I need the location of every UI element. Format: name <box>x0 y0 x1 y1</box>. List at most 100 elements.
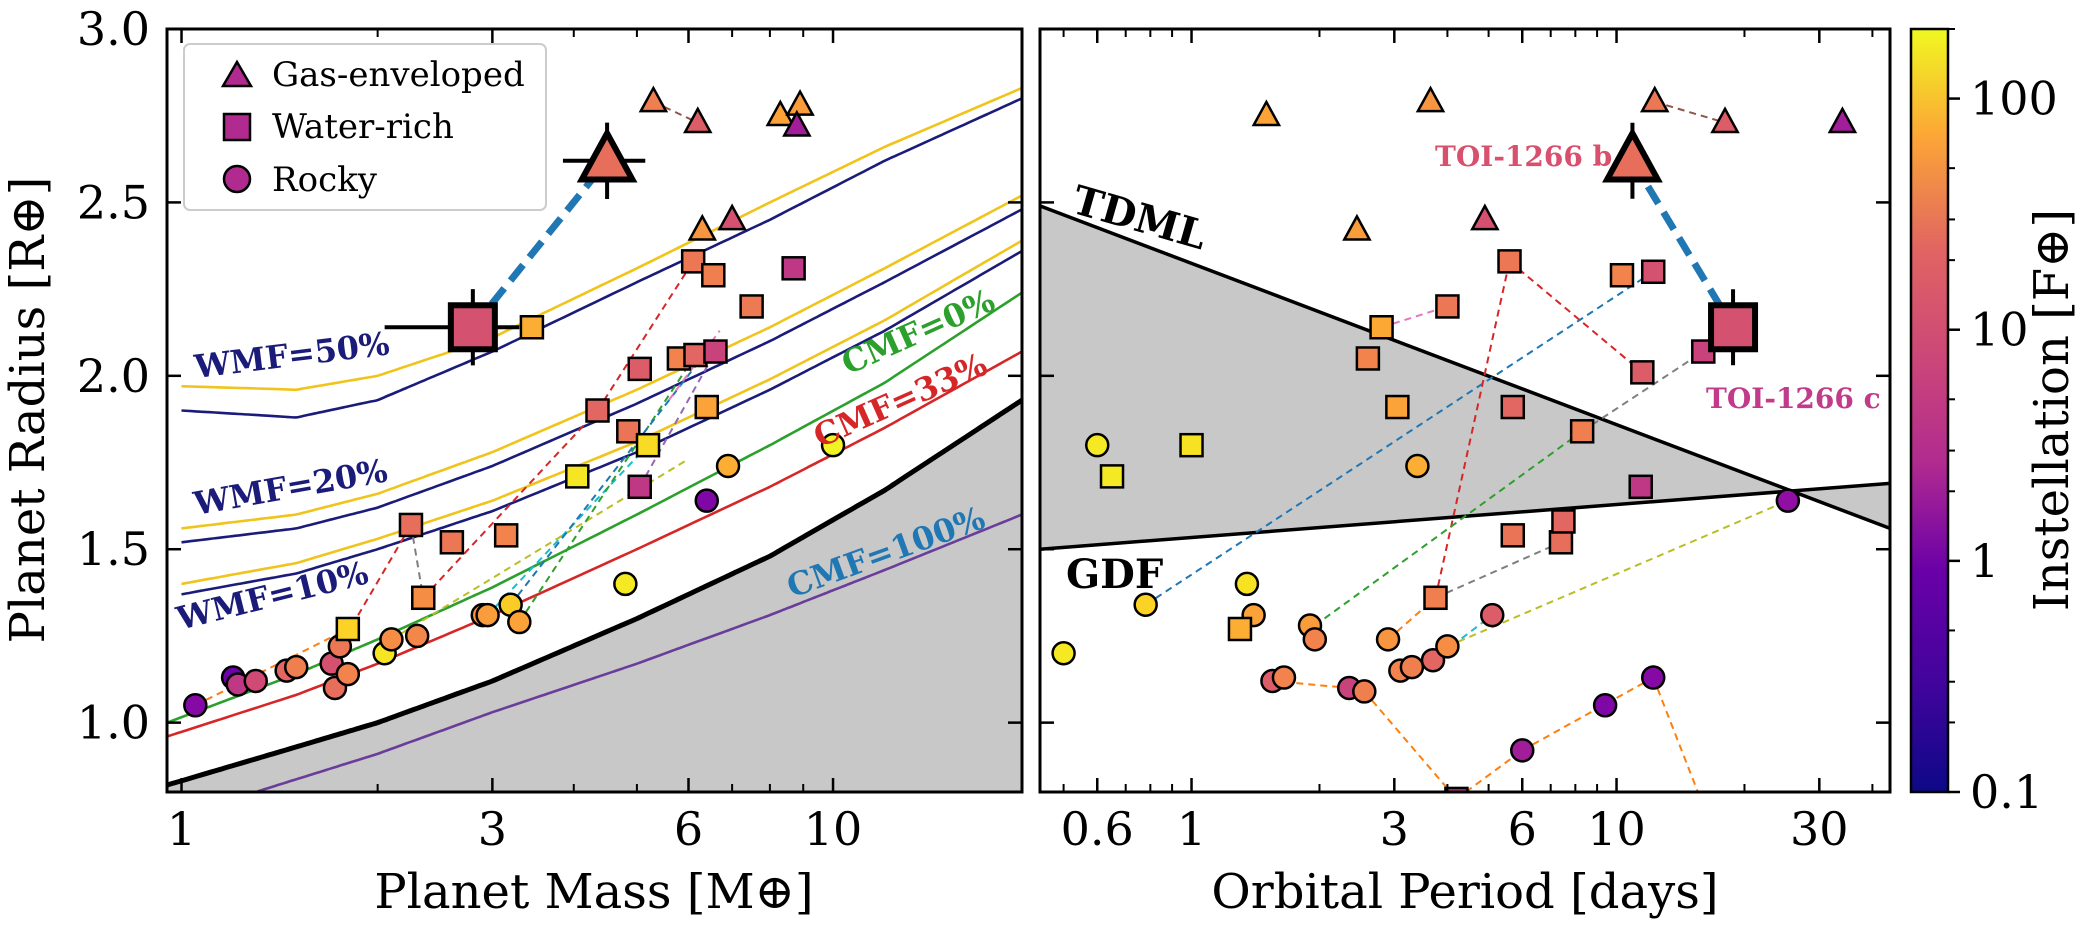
rocky-planet-point <box>613 571 638 597</box>
pair-link <box>1435 541 1562 599</box>
water-rich-planet-point <box>1628 474 1653 500</box>
colorbar: 100 10 1 0.1 Instellation [F⊕] <box>1909 27 2080 819</box>
pair-link <box>1521 676 1654 752</box>
gas-enveloped-planet-point <box>1415 85 1446 113</box>
colorbar-tick-label: 10 <box>1970 303 2029 357</box>
rocky-planet-point <box>379 627 404 652</box>
right-x-axis-label: Orbital Period [days] <box>1211 864 1718 920</box>
left-toi-highlight <box>384 122 646 366</box>
toi-1266-link <box>470 158 610 330</box>
toi-1266-b-point <box>1602 127 1663 183</box>
water-rich-planet-point <box>739 294 764 319</box>
water-rich-planet-point <box>411 585 436 611</box>
gas-enveloped-planet-point <box>638 85 669 113</box>
x-tick-label: 30 <box>1790 802 1849 856</box>
water-rich-planet-point <box>616 419 641 444</box>
gas-enveloped-planet-point <box>1342 213 1372 241</box>
x-tick-label: 6 <box>674 802 703 856</box>
gas-enveloped-planet-point <box>782 109 812 137</box>
curve-label-wmf50: WMF=50% <box>191 324 391 386</box>
pair-link <box>1508 260 1643 374</box>
pair-link <box>1654 100 1726 124</box>
water-rich-planet-point <box>1355 346 1381 371</box>
gas-enveloped-planet-point <box>1827 106 1858 134</box>
legend-triangle-marker <box>220 59 254 88</box>
curve-wmf-20-alt <box>181 194 1022 530</box>
colorbar-tick-label: 100 <box>1970 72 2058 126</box>
curve-wmf-10 <box>181 249 1022 596</box>
toi-1266-c-point <box>1708 302 1759 353</box>
rocky-planet-point <box>820 432 846 458</box>
x-tick-label: 6 <box>1508 802 1537 856</box>
gas-enveloped-planet-point <box>683 106 713 134</box>
x-tick-label: 0.6 <box>1061 802 1134 856</box>
pair-link <box>1434 261 1511 598</box>
curve-wmf-50-alt <box>181 86 1022 392</box>
legend-box <box>183 43 547 211</box>
water-rich-planet-point <box>493 523 519 548</box>
gas-enveloped-planet-point <box>785 88 815 116</box>
pair-link <box>652 100 699 124</box>
rocky-planet-point <box>1234 571 1260 597</box>
rocky-planet-point <box>335 661 361 687</box>
rocky-planet-point <box>1399 654 1425 680</box>
rocky-planet-point <box>283 654 309 680</box>
rocky-planet-point <box>1640 665 1666 690</box>
water-rich-planet-point <box>1500 394 1526 420</box>
water-rich-planet-point <box>335 616 361 642</box>
right-panel-period-radius: 0.6 1 3 6 10 30 TDML GDF TOI-1266 b TOI-1266 … <box>1038 27 1892 920</box>
water-rich-planet-point <box>1435 294 1460 319</box>
water-rich-planet-point <box>1548 530 1574 555</box>
curve-cmf-33 <box>167 350 1022 738</box>
curve-wmf-10-alt <box>181 239 1022 586</box>
planet-label-toi-1266-c: TOI-1266 c <box>1706 382 1881 415</box>
rocky-planet-point <box>715 453 741 479</box>
curve-wmf-20 <box>181 208 1022 544</box>
water-rich-planet-point <box>1369 315 1394 340</box>
rocky-planet-point <box>1084 432 1110 458</box>
water-rich-planet-point <box>439 530 465 555</box>
rocky-planet-point <box>1775 488 1801 513</box>
legend-label-water-rich: Water-rich <box>272 107 454 147</box>
water-rich-planet-point <box>1569 419 1595 444</box>
y-axis-label: Planet Radius [R⊕] <box>0 177 56 644</box>
zone-label-gdf: GDF <box>1066 551 1163 598</box>
rocky-planet-point <box>1352 679 1377 704</box>
pair-link <box>1145 270 1654 606</box>
pair-link <box>486 444 649 616</box>
pair-link <box>194 628 349 707</box>
rocky-planet-point <box>694 488 720 513</box>
water-rich-planet-point <box>1444 786 1469 792</box>
rocky-planet-point <box>1302 627 1328 652</box>
water-rich-planet-point <box>703 339 728 364</box>
left-panel-mass-radius: 1 3 6 101.01.52.02.53.0 WMF=50% WMF=20% WMF… <box>0 2 1024 920</box>
y-tick-label: 2.0 <box>77 349 150 403</box>
colorbar-gradient <box>1909 27 1950 794</box>
colorbar-tick-label: 1 <box>1970 534 1999 588</box>
water-rich-planet-point <box>781 256 806 281</box>
rocky-planet-point <box>1435 634 1460 659</box>
tdml-line <box>1040 204 1890 531</box>
legend-circle-marker <box>222 164 252 194</box>
right-pair-links <box>1145 100 1789 792</box>
water-rich-planet-point <box>1630 360 1655 385</box>
water-rich-planet-point <box>1609 262 1635 288</box>
water-rich-planet-point <box>701 262 726 288</box>
pair-link <box>509 350 708 606</box>
water-rich-planet-point <box>565 464 590 489</box>
pair-link <box>1652 677 1699 792</box>
water-rich-planet-point <box>694 394 720 420</box>
left-forbidden-region <box>167 400 1022 792</box>
gas-enveloped-planet-point <box>687 213 718 241</box>
water-rich-planet-point <box>627 474 652 500</box>
pair-link <box>1363 690 1452 792</box>
rocky-planet-point <box>404 623 430 649</box>
rocky-planet-point <box>183 693 208 718</box>
colorbar-label: Instellation [F⊕] <box>2024 209 2080 611</box>
gas-enveloped-planet-point <box>1710 106 1740 134</box>
left-axis-ticks: 1 3 6 10 1.0 1.5 2.0 2.5 3.0 <box>77 2 1022 856</box>
right-toi-highlight <box>1602 122 1759 366</box>
water-rich-planet-point <box>398 512 424 538</box>
left-planet-points <box>183 85 846 718</box>
x-tick-label: 3 <box>478 802 507 856</box>
